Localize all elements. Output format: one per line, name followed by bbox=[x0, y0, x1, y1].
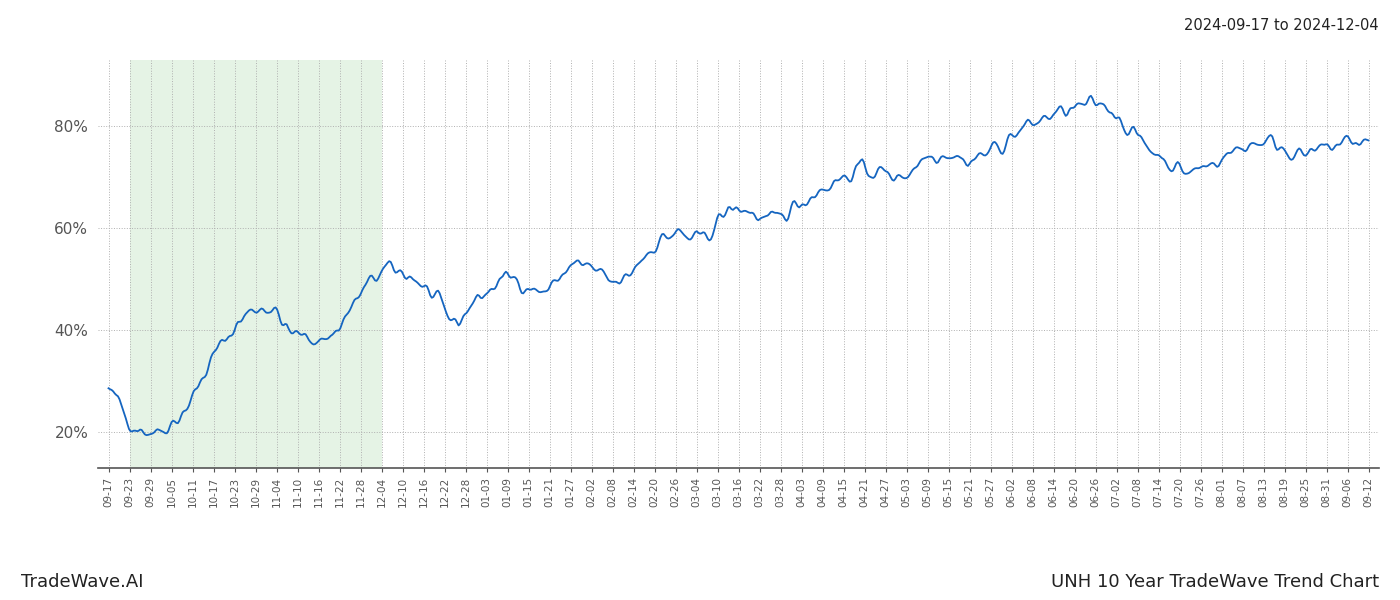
Text: 2024-09-17 to 2024-12-04: 2024-09-17 to 2024-12-04 bbox=[1184, 18, 1379, 33]
Text: UNH 10 Year TradeWave Trend Chart: UNH 10 Year TradeWave Trend Chart bbox=[1051, 573, 1379, 591]
Text: TradeWave.AI: TradeWave.AI bbox=[21, 573, 143, 591]
Bar bbox=[130, 60, 382, 468]
